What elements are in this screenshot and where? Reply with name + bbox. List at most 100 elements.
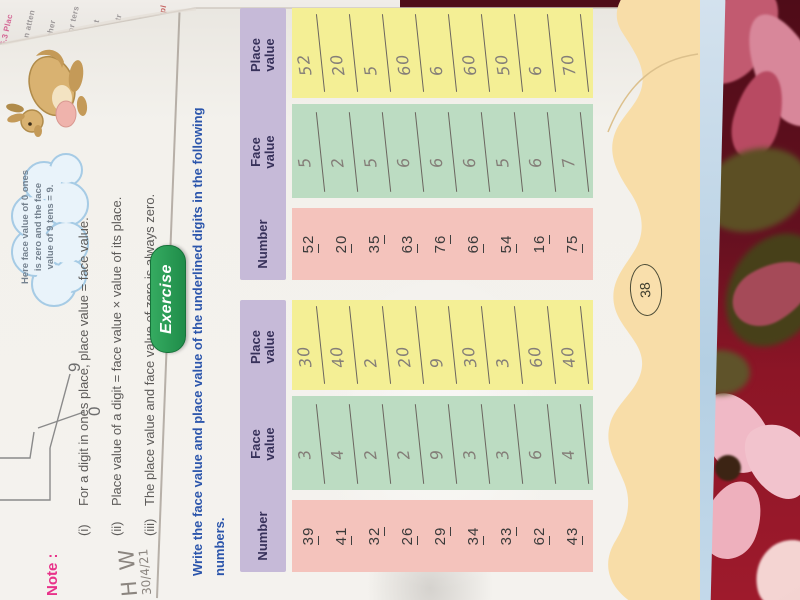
number-cell: 63 — [399, 234, 418, 254]
face-value-answer-line — [315, 404, 326, 484]
face-value-answer-line — [381, 404, 392, 484]
face-value-answer-line — [447, 112, 458, 192]
place-value-handwritten: 30 — [293, 344, 316, 370]
table-row: 16 6 6 — [525, 8, 560, 280]
number-cell: 32 — [366, 526, 385, 546]
table-row: 39 3 30 — [293, 300, 329, 572]
place-value-handwritten: 20 — [326, 52, 349, 78]
cloud-text: Here face value of 0 ones is zero and th… — [20, 169, 56, 285]
face-value-handwritten: 3 — [492, 447, 513, 462]
table-row: 26 2 20 — [392, 300, 428, 572]
column-header: Place value — [248, 330, 277, 364]
diagram-digit-zero: 0 — [85, 407, 104, 416]
place-value-handwritten: 2 — [360, 355, 381, 370]
place-value-handwritten: 60 — [392, 52, 415, 78]
face-value-answer-line — [414, 404, 425, 484]
place-value-answer-line — [546, 14, 557, 92]
note-label: Note : — [44, 553, 61, 597]
place-value-handwritten: 6 — [525, 63, 546, 78]
place-value-answer-line — [480, 14, 491, 92]
face-value-handwritten: 6 — [426, 155, 447, 170]
table-row: 32 2 2 — [360, 300, 395, 572]
face-value-handwritten: 9 — [426, 447, 447, 462]
note-marker: (i) — [76, 524, 91, 536]
place-value-answer-line — [381, 306, 392, 384]
face-value-handwritten: 2 — [327, 155, 348, 170]
place-value-answer-line — [513, 306, 524, 384]
face-place-value-table-right: Number Face value Place value 52 5 52 20 2 20 35 5 5… — [240, 8, 600, 280]
number-cell: 52 — [300, 234, 319, 254]
number-cell: 62 — [531, 526, 550, 546]
face-value-handwritten: 3 — [294, 447, 315, 462]
table-header-band: Number Face value Place value — [240, 300, 286, 572]
table-row: 43 4 40 — [557, 300, 593, 572]
table-row: 66 6 60 — [458, 8, 494, 280]
place-value-handwritten: 40 — [557, 344, 580, 370]
note-item: (ii) Place value of a digit = face value … — [109, 36, 124, 536]
face-value-handwritten: 4 — [327, 447, 348, 462]
place-value-handwritten: 5 — [360, 63, 381, 78]
table-row: 35 5 5 — [360, 8, 395, 280]
column-header: Place value — [248, 38, 277, 72]
handwritten-homework-note: H W 30/4/21 — [114, 545, 154, 597]
table-row: 63 6 60 — [392, 8, 428, 280]
face-value-handwritten: 6 — [525, 447, 546, 462]
exercise-badge: Exercise — [150, 245, 186, 353]
table-row: 62 6 60 — [524, 300, 560, 572]
scalloped-page-border — [607, 0, 700, 600]
table-row: 20 2 20 — [326, 8, 362, 280]
place-value-answer-line — [414, 306, 425, 384]
face-value-handwritten: 6 — [459, 155, 480, 170]
place-value-answer-line — [579, 306, 590, 384]
number-cell: 39 — [300, 526, 319, 546]
place-value-answer-line — [348, 14, 359, 92]
column-header: Number — [255, 219, 270, 269]
face-value-handwritten: 2 — [360, 447, 381, 462]
note-text: The place value and face value of zero i… — [142, 193, 157, 506]
face-value-answer-line — [414, 112, 425, 192]
place-value-handwritten: 6 — [426, 63, 447, 78]
place-value-handwritten: 50 — [491, 52, 514, 78]
number-cell: 41 — [333, 526, 352, 546]
instruction-line: Write the face value and place value of … — [190, 107, 205, 576]
place-value-answer-line — [381, 14, 392, 92]
face-value-handwritten: 5 — [360, 155, 381, 170]
column-header: Face value — [248, 427, 277, 461]
face-value-answer-line — [447, 404, 458, 484]
face-value-answer-line — [480, 112, 491, 192]
number-cell: 54 — [498, 234, 517, 254]
face-value-answer-line — [480, 404, 491, 484]
face-value-handwritten: 5 — [492, 155, 513, 170]
place-value-answer-line — [513, 14, 524, 92]
speech-cloud: Here face value of 0 ones is zero and th… — [4, 142, 89, 314]
face-value-answer-line — [348, 112, 359, 192]
note-marker: (iii) — [142, 518, 157, 536]
face-value-answer-line — [348, 404, 359, 484]
face-value-answer-line — [579, 112, 590, 192]
number-cell: 43 — [564, 526, 583, 546]
number-cell: 33 — [498, 526, 517, 546]
note-marker: (ii) — [109, 521, 124, 536]
place-value-answer-line — [348, 306, 359, 384]
table-row: 54 5 50 — [491, 8, 527, 280]
place-value-answer-line — [414, 14, 425, 92]
table-row: 52 5 52 — [293, 8, 329, 280]
table-row: 29 9 9 — [426, 300, 461, 572]
note-text: Place value of a digit = face value × va… — [109, 196, 124, 506]
place-value-answer-line — [447, 306, 458, 384]
fabric-flower-center — [715, 455, 741, 481]
face-value-handwritten: 4 — [558, 447, 579, 462]
kangaroo-mascot-illustration — [6, 49, 88, 137]
face-value-answer-line — [546, 112, 557, 192]
number-cell: 26 — [399, 526, 418, 546]
place-value-answer-line — [480, 306, 491, 384]
face-value-answer-line — [513, 404, 524, 484]
table-row: 41 4 40 — [326, 300, 362, 572]
tens-ones-diagram: 9 0 — [0, 363, 104, 501]
number-cell: 16 — [531, 234, 550, 254]
table-row: 34 3 30 — [458, 300, 494, 572]
place-value-handwritten: 60 — [458, 52, 481, 78]
number-cell: 75 — [564, 234, 583, 254]
table-row: 33 3 3 — [492, 300, 527, 572]
place-value-handwritten: 30 — [458, 344, 481, 370]
